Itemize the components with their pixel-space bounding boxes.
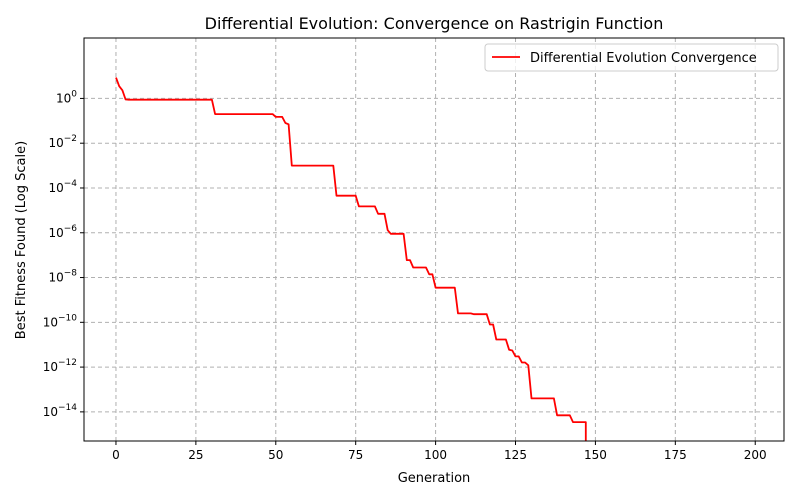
x-tick-label: 0	[112, 448, 120, 462]
series-layer	[115, 77, 587, 441]
y-tick-exponent: −2	[64, 134, 77, 144]
y-tick-base: 10	[48, 271, 63, 285]
legend: Differential Evolution Convergence	[484, 43, 779, 72]
x-tick-label: 25	[188, 448, 203, 462]
y-tick-base: 10	[43, 315, 58, 329]
y-tick-exponent: −8	[64, 269, 78, 279]
y-tick-base: 10	[43, 405, 58, 419]
y-tick-base: 10	[43, 360, 58, 374]
legend-box	[484, 43, 779, 72]
x-tick-label: 125	[504, 448, 527, 462]
y-tick-exponent: −14	[58, 403, 77, 413]
series-line-0	[115, 77, 587, 441]
legend-label: Differential Evolution Convergence	[530, 51, 757, 66]
y-tick-exponent: −6	[64, 224, 78, 234]
x-axis-label: Generation	[398, 471, 471, 486]
y-tick-exponent: −10	[58, 313, 77, 323]
y-axis-label: Best Fitness Found (Log Scale)	[14, 141, 29, 339]
ticks-layer: 0 25 50 75 100 125 150 175 20010010−210−410−610−…	[43, 89, 767, 462]
x-tick-label: 75	[348, 448, 363, 462]
y-tick-label: 10−12	[43, 358, 77, 374]
grid-layer	[84, 38, 784, 441]
x-tick-label: 150	[584, 448, 607, 462]
y-tick-base: 10	[48, 136, 63, 150]
y-tick-label: 10−4	[48, 179, 77, 195]
y-tick-exponent: −12	[58, 358, 77, 368]
y-tick-exponent: −4	[64, 179, 78, 189]
y-tick-label: 10−2	[48, 134, 77, 150]
y-tick-label: 10−10	[43, 313, 78, 329]
x-tick-label: 200	[744, 448, 767, 462]
y-tick-base: 10	[48, 181, 63, 195]
y-tick-label: 10−8	[48, 269, 77, 285]
x-tick-label: 100	[424, 448, 447, 462]
y-tick-base: 10	[48, 226, 63, 240]
y-tick-base: 10	[56, 91, 71, 105]
plot-frame	[83, 37, 785, 442]
y-tick-exponent: 0	[71, 89, 77, 99]
y-tick-label: 10−6	[48, 224, 77, 240]
y-tick-label: 10−14	[43, 403, 78, 419]
chart-title: Differential Evolution: Convergence on R…	[205, 14, 664, 33]
x-tick-label: 175	[664, 448, 687, 462]
y-tick-label: 100	[56, 89, 77, 105]
x-tick-label: 50	[268, 448, 283, 462]
